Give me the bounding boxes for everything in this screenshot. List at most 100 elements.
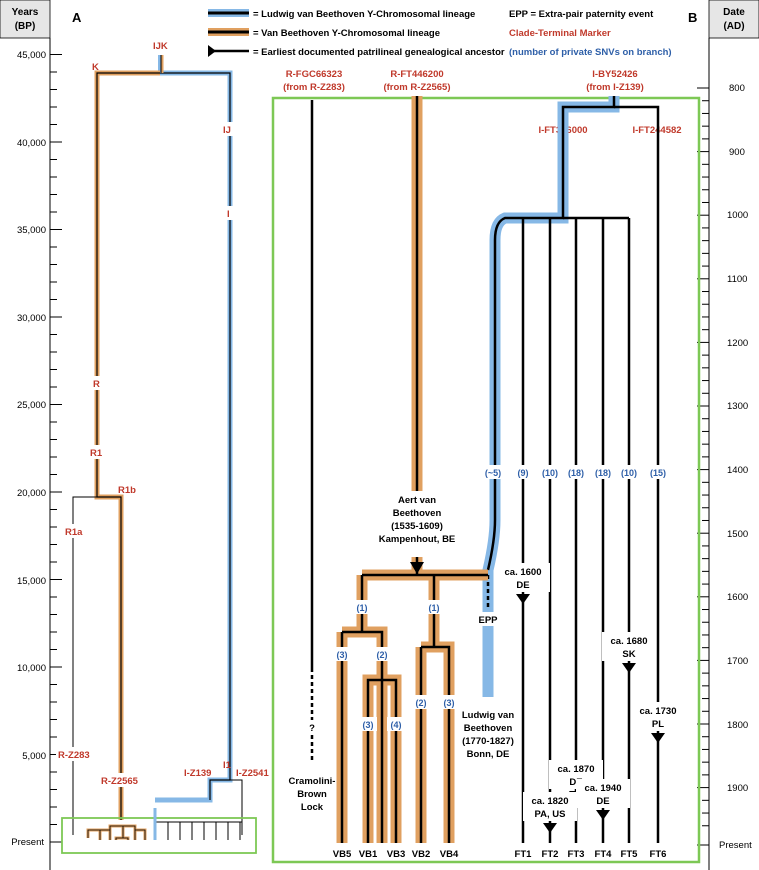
marker-k: K — [92, 62, 99, 73]
marker-ij-bg — [221, 122, 239, 136]
cramolini-line2: Brown — [297, 789, 327, 800]
left-tick-label: 25,000 — [17, 400, 46, 411]
ft5-ancestor-place: SK — [622, 649, 635, 660]
legend-ancestor-icon — [208, 45, 216, 57]
snv-bg — [440, 695, 458, 709]
right-tick-label: 1900 — [727, 783, 748, 794]
marker-r: R — [93, 379, 100, 390]
panel-label-b: B — [688, 10, 697, 25]
ludwig-line3: (1770-1827) — [462, 736, 514, 747]
snv-vb1-vb3: (2) — [377, 650, 388, 660]
right-axis: Date (AD) 800 900 1000 1100 1200 1300 14… — [697, 0, 759, 870]
panel-a-zoom-box — [61, 817, 257, 854]
marker-r-z283: R-Z283 — [58, 750, 90, 761]
right-tick-label: 1200 — [727, 338, 748, 349]
panel-b-box — [271, 96, 701, 864]
right-tick-label: 1700 — [727, 656, 748, 667]
ludwig-line1: Ludwig van — [462, 710, 514, 721]
tip-ft1: FT1 — [515, 849, 533, 860]
ludwig-line4: Bonn, DE — [467, 749, 510, 760]
snv-bg — [412, 695, 430, 709]
ft4-ancestor-place: DE — [596, 796, 609, 807]
tip-ft3: FT3 — [568, 849, 585, 860]
marker-ijk: IJK — [153, 41, 168, 52]
right-tick-label: 900 — [729, 147, 745, 158]
panel-a-ludwig-highlight — [155, 70, 233, 803]
snv-bg — [353, 600, 371, 614]
tip-vb2: VB2 — [412, 849, 430, 860]
aert-line3: (1535-1609) — [391, 521, 443, 532]
legend-snv-text: (number of private SNVs on branch) — [509, 47, 672, 58]
marker-r1: R1 — [90, 448, 103, 459]
marker-i-bg — [224, 206, 236, 220]
clade-r-fgc66323-origin: (from R-Z283) — [283, 82, 345, 93]
snv-bg — [373, 647, 391, 661]
snv-bg — [480, 465, 507, 479]
marker-rz2565-bg — [99, 773, 151, 787]
cramolini-line1: Cramolini- — [289, 776, 336, 787]
ft5-anc-bg — [602, 632, 656, 661]
legend-ludwig-text: = Ludwig van Beethoven Y-Chromosomal lin… — [253, 9, 475, 20]
ft2-ancestor-date: ca. 1820 — [532, 796, 569, 807]
ft6-anc-bg — [633, 702, 683, 731]
aert-line2: Beethoven — [393, 508, 442, 519]
snv-bg — [387, 717, 405, 731]
clade-r-ft446200: R-FT446200 — [390, 69, 443, 80]
snv-bg — [425, 600, 443, 614]
marker-i-z2541: I-Z2541 — [236, 768, 269, 779]
ft6-ancestor-date: ca. 1730 — [640, 706, 677, 717]
left-tick-label: 20,000 — [17, 488, 46, 499]
right-tick-label: 1400 — [727, 465, 748, 476]
right-tick-label: 800 — [729, 83, 745, 94]
snv-vb-left: (1) — [357, 603, 368, 613]
snv-ludwig: (~5) — [485, 468, 501, 478]
panel-a-tree — [61, 55, 257, 854]
right-tick-label: 1800 — [727, 720, 748, 731]
aert-label-bg — [374, 491, 460, 557]
branch-ft6 — [614, 105, 660, 843]
ft6-ancestor-place: PL — [652, 719, 664, 730]
snv-vb4: (3) — [444, 698, 455, 708]
left-tick-label: 15,000 — [17, 576, 46, 587]
legend-ancestor-text: = Earliest documented patrilineal geneal… — [253, 47, 505, 58]
panel-b-ft-branches — [521, 105, 660, 843]
left-axis-ticks — [50, 54, 62, 843]
ft2-ancestor-icon — [543, 823, 557, 833]
right-tick-label: 1600 — [727, 592, 748, 603]
snv-bg — [539, 465, 561, 479]
panel-b-clades: R-FGC66323 (from R-Z283) R-FT446200 (fro… — [283, 69, 681, 136]
snv-bg — [618, 465, 640, 479]
ludwig-line2: Beethoven — [464, 723, 513, 734]
ft2-ancestor-place: PA, US — [535, 809, 566, 820]
ft4-ancestor-icon — [596, 810, 610, 820]
ft1-anc-bg — [496, 563, 550, 592]
right-axis-header — [708, 0, 759, 39]
question-mark: ? — [309, 723, 315, 734]
snv-vb5: (3) — [337, 650, 348, 660]
clade-r-fgc66323: R-FGC66323 — [286, 69, 343, 80]
snv-ft1: (9) — [518, 468, 529, 478]
marker-i: I — [227, 209, 230, 220]
panel-b-snv-labels: (~5) (9) (10) (18) (18) (10) (15) (1) (1… — [333, 465, 669, 731]
right-tick-label: 1100 — [727, 274, 747, 285]
clade-i-by52426-origin: (from I-Z139) — [586, 82, 644, 93]
clade-r-ft446200-origin: (from R-Z2565) — [383, 82, 450, 93]
right-tick-label: 1300 — [727, 401, 748, 412]
snv-vb2: (2) — [416, 698, 427, 708]
panel-a-r1a-branch — [72, 496, 97, 835]
snv-vb-right: (1) — [429, 603, 440, 613]
panel-b-ludwig-lineage — [482, 96, 620, 697]
left-axis: Years (BP) 45,000 40,000 35,000 30,000 2… — [0, 0, 62, 870]
snv-ft5: (10) — [621, 468, 637, 478]
ft5-ancestor-icon — [622, 663, 636, 673]
right-tick-label: 1500 — [727, 529, 748, 540]
legend-epp-text: EPP = Extra-pair paternity event — [509, 9, 654, 20]
ft1-ancestor-date: ca. 1600 — [505, 567, 542, 578]
legend-marker-text: Clade-Terminal Marker — [509, 28, 611, 39]
snv-ft2: (10) — [542, 468, 558, 478]
tip-vb5: VB5 — [333, 849, 352, 860]
snv-ft4: (18) — [595, 468, 611, 478]
tip-vb1: VB1 — [359, 849, 378, 860]
panel-a-z2541-branch — [230, 779, 243, 835]
